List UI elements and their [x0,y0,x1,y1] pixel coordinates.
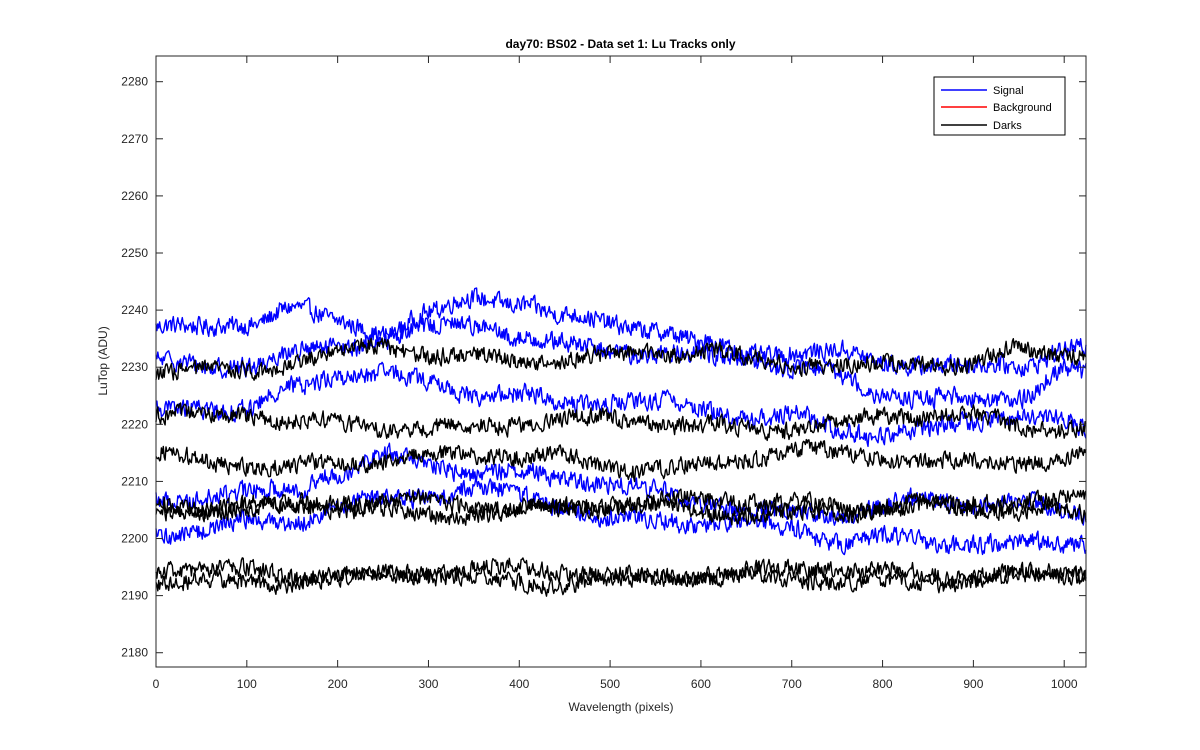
y-tick-label: 2190 [121,589,148,603]
signal-series-line [155,478,1087,556]
darks-series-line [155,557,1087,590]
y-tick-label: 2210 [121,474,148,488]
darks-series-line [155,492,1087,526]
x-tick-label: 1000 [1051,677,1078,691]
x-tick-label: 400 [509,677,529,691]
x-tick-label: 900 [963,677,983,691]
y-tick-label: 2270 [121,132,148,146]
x-tick-label: 0 [153,677,160,691]
y-tick-label: 2280 [121,75,148,89]
y-tick-label: 2260 [121,189,148,203]
signal-series-line [155,287,1087,378]
x-tick-label: 600 [691,677,711,691]
legend-label-signal: Signal [993,85,1024,97]
legend: Signal Background Darks [933,76,1066,136]
legend-label-background: Background [993,102,1052,114]
y-axis-label: LuTop (ADU) [96,326,110,395]
darks-series-line [155,438,1087,483]
legend-label-darks: Darks [993,120,1022,132]
x-tick-label: 100 [237,677,257,691]
darks-series-line [155,337,1087,381]
y-tick-label: 2220 [121,417,148,431]
y-tick-label: 2180 [121,646,148,660]
x-tick-label: 300 [418,677,438,691]
x-tick-label: 800 [873,677,893,691]
y-tick-label: 2200 [121,532,148,546]
x-axis-label: Wavelength (pixels) [569,700,674,714]
chart-title: day70: BS02 - Data set 1: Lu Tracks only [505,37,735,51]
y-tick-label: 2240 [121,303,148,317]
signal-series-line [155,442,1087,526]
darks-series-line [155,402,1087,442]
y-axis: 2180 2190 2200 2210 2220 2230 2240 2250 2260 2270… [121,75,1086,660]
x-tick-label: 200 [328,677,348,691]
signal-series-line [155,361,1087,448]
x-tick-label: 700 [782,677,802,691]
x-tick-label: 500 [600,677,620,691]
plot-frame [155,55,1087,668]
x-axis: 0 100 200 300 400 500 600 700 800 900 1000 [153,56,1078,691]
y-tick-label: 2230 [121,360,148,374]
y-tick-label: 2250 [121,246,148,260]
darks-series-line [155,561,1087,597]
series-layer [155,287,1087,597]
